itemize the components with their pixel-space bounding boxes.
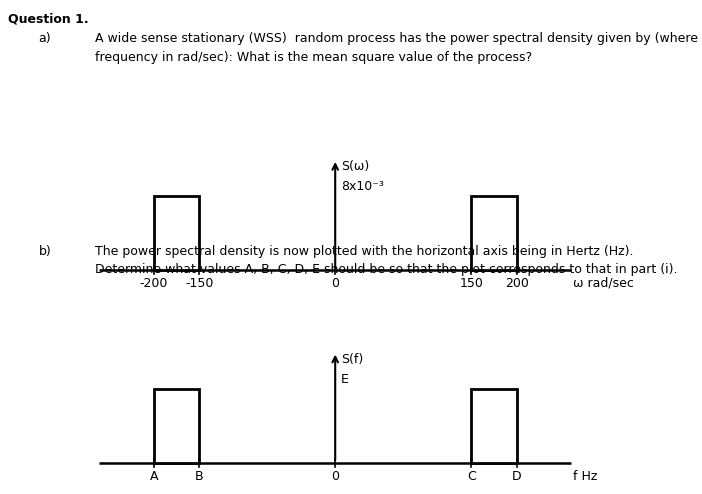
Text: frequency in rad/sec): What is the mean square value of the process?: frequency in rad/sec): What is the mean … <box>95 51 532 64</box>
Text: ω rad/sec: ω rad/sec <box>573 277 634 290</box>
Text: 0: 0 <box>331 470 339 483</box>
Bar <box>154 196 199 270</box>
Text: -150: -150 <box>185 277 213 290</box>
Text: b): b) <box>39 245 51 257</box>
Text: 200: 200 <box>505 277 529 290</box>
Text: B: B <box>194 470 204 483</box>
Bar <box>471 196 517 270</box>
Text: f Hz: f Hz <box>573 470 597 483</box>
Text: S(f): S(f) <box>340 353 363 366</box>
Text: D: D <box>512 470 522 483</box>
Bar <box>154 389 199 463</box>
Text: -200: -200 <box>140 277 168 290</box>
Text: S(ω): S(ω) <box>340 160 369 173</box>
Text: 150: 150 <box>459 277 483 290</box>
Text: 0: 0 <box>331 277 339 290</box>
Text: E: E <box>340 372 348 386</box>
Text: The power spectral density is now plotted with the horizontal axis being in Hert: The power spectral density is now plotte… <box>95 245 633 257</box>
Text: a): a) <box>39 32 51 45</box>
Text: C: C <box>467 470 476 483</box>
Text: A: A <box>150 470 158 483</box>
Text: A wide sense stationary (WSS)  random process has the power spectral density giv: A wide sense stationary (WSS) random pro… <box>95 32 702 45</box>
Bar <box>471 389 517 463</box>
Text: Question 1.: Question 1. <box>8 12 89 25</box>
Text: Determine what values A, B, C, D, E should be so that the plot corresponds to th: Determine what values A, B, C, D, E shou… <box>95 263 677 276</box>
Text: 8x10⁻³: 8x10⁻³ <box>340 180 383 193</box>
